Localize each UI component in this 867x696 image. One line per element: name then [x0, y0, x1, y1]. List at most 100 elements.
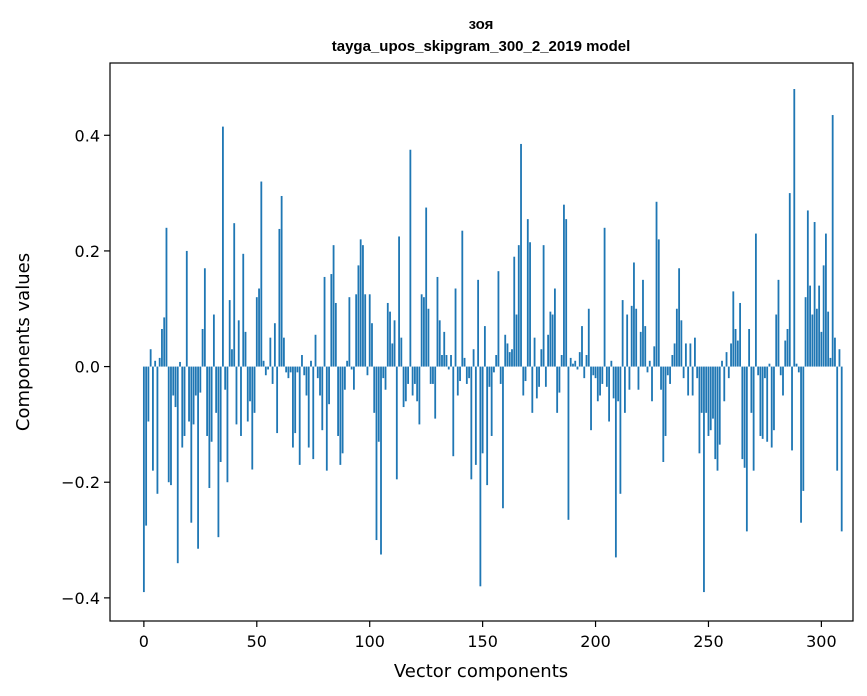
bar-21	[190, 366, 193, 523]
bar-271	[754, 233, 757, 367]
plot-frame	[109, 62, 854, 622]
bar-192	[576, 366, 579, 370]
bar-169	[524, 366, 527, 382]
bar-28	[206, 366, 209, 436]
bar-86	[337, 366, 339, 436]
bar-40	[233, 223, 236, 367]
bar-286	[788, 193, 791, 367]
bar-241	[687, 366, 690, 396]
bar-166	[517, 245, 520, 367]
bar-287	[791, 366, 793, 451]
y-tick-label: 0.2	[75, 242, 100, 261]
bar-7	[158, 357, 161, 367]
bar-62	[282, 337, 285, 367]
bar-304	[829, 357, 832, 367]
bar-230	[662, 366, 665, 462]
bar-184	[558, 366, 561, 393]
bar-185	[560, 355, 563, 367]
y-axis: −0.4 −0.2 0.0 0.2 0.4	[61, 126, 110, 608]
bar-243	[691, 366, 694, 396]
bar-259	[727, 366, 730, 379]
bar-97	[362, 245, 364, 367]
bar-307	[836, 366, 839, 471]
bar-280	[775, 314, 778, 367]
bar-237	[678, 268, 681, 367]
bar-226	[653, 346, 656, 367]
bar-18	[183, 366, 186, 436]
bar-5	[154, 360, 157, 367]
bar-203	[601, 366, 604, 384]
bar-123	[420, 294, 423, 367]
bar-157	[497, 271, 500, 367]
bar-181	[551, 314, 554, 367]
bar-6	[156, 366, 159, 494]
bar-60	[278, 228, 281, 367]
bar-149	[479, 366, 482, 587]
bar-30	[210, 366, 213, 442]
bar-151	[483, 326, 486, 367]
bar-132	[441, 355, 443, 367]
bar-249	[705, 366, 708, 413]
bar-206	[608, 366, 610, 422]
bar-57	[271, 366, 274, 384]
bar-141	[461, 230, 464, 367]
bar-136	[450, 355, 452, 367]
bar-4	[152, 366, 154, 471]
bar-19	[185, 250, 188, 367]
bar-115	[402, 366, 405, 408]
bar-121	[416, 366, 419, 402]
bar-45	[244, 331, 247, 367]
bar-64	[287, 366, 290, 379]
bar-153	[488, 366, 491, 387]
bar-1	[145, 366, 148, 526]
bar-234	[671, 355, 674, 367]
bar-240	[684, 343, 687, 367]
bar-212	[621, 300, 624, 367]
bar-273	[759, 366, 762, 436]
bar-201	[596, 366, 599, 402]
bar-178	[544, 366, 547, 387]
bar-148	[477, 279, 480, 367]
bar-188	[567, 366, 570, 520]
bar-119	[411, 366, 414, 396]
bar-211	[619, 366, 622, 494]
bar-84	[332, 245, 335, 367]
bar-168	[522, 366, 525, 396]
bar-39	[231, 349, 233, 367]
bar-34	[219, 366, 222, 462]
bar-81	[325, 366, 328, 471]
bar-255	[718, 366, 721, 445]
bar-90	[346, 360, 349, 367]
bar-146	[472, 349, 475, 367]
bar-150	[481, 366, 484, 454]
bar-113	[398, 236, 400, 367]
bar-24	[197, 366, 199, 549]
bar-76	[314, 334, 317, 367]
bar-214	[626, 314, 629, 367]
bar-305	[831, 115, 834, 367]
bar-107	[384, 366, 387, 390]
bar-33	[217, 366, 220, 538]
bar-189	[569, 357, 572, 367]
bar-275	[764, 366, 766, 379]
bar-309	[840, 366, 843, 532]
bar-204	[603, 227, 606, 367]
y-tick-label: 0.0	[75, 358, 100, 377]
bar-144	[468, 366, 470, 379]
bar-289	[795, 363, 798, 367]
bar-25	[199, 366, 202, 393]
bar-152	[486, 366, 489, 486]
bar-87	[339, 366, 342, 465]
bar-126	[427, 308, 430, 367]
bar-250	[707, 366, 710, 436]
bar-101	[371, 323, 373, 367]
bar-170	[526, 219, 529, 367]
bar-37	[226, 366, 229, 483]
bar-46	[246, 366, 249, 422]
bar-41	[235, 366, 238, 425]
bar-89	[343, 366, 346, 390]
bar-175	[538, 366, 540, 387]
y-tick-label: −0.4	[61, 589, 100, 608]
bar-165	[515, 314, 518, 367]
bar-306	[834, 337, 836, 367]
